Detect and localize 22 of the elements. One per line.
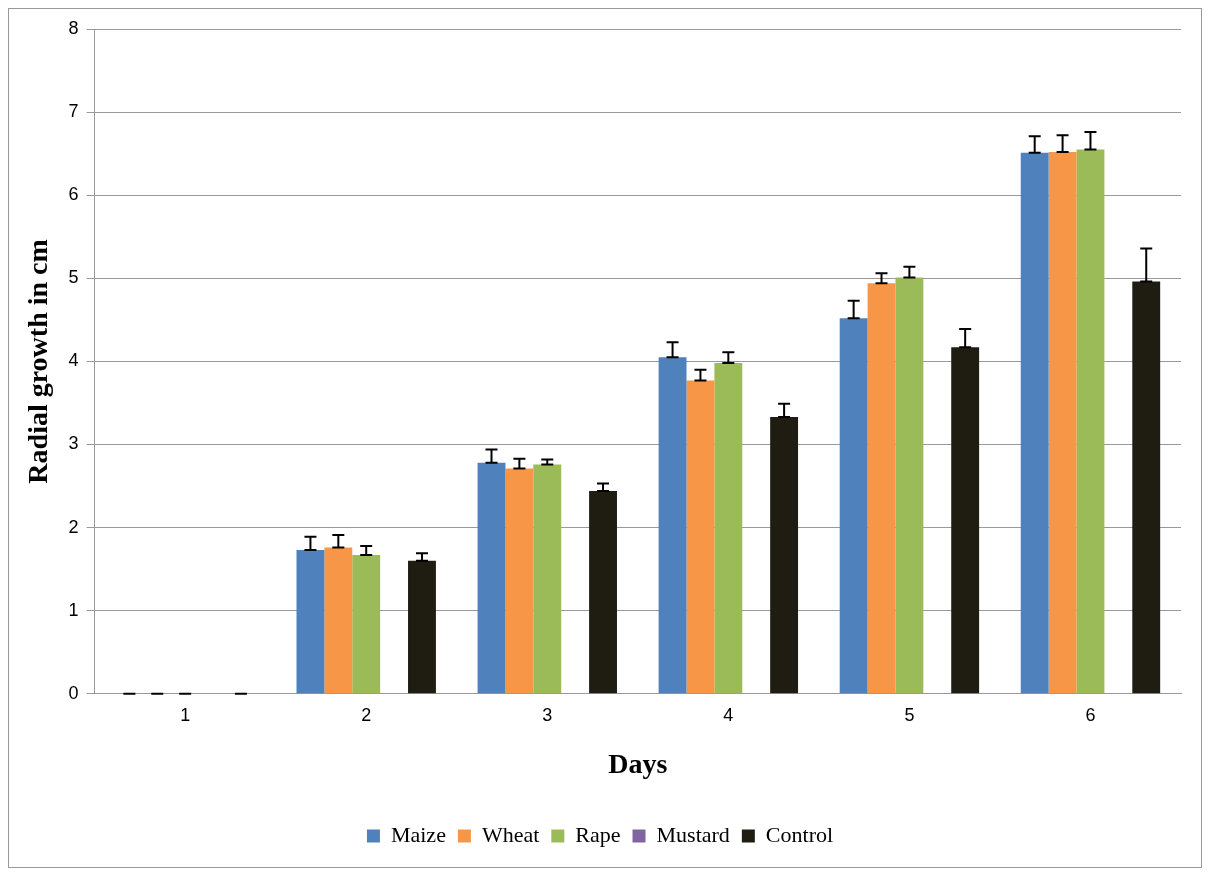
x-tick-label: 6 [1085, 704, 1096, 725]
legend-label: Maize [390, 821, 446, 847]
x-tick-label: 2 [361, 704, 372, 725]
y-tick-label: 7 [68, 101, 79, 122]
y-tick-label: 8 [68, 17, 79, 38]
x-tick-label: 1 [180, 704, 191, 725]
y-tick-label: 2 [68, 516, 79, 537]
y-tick-label: 6 [68, 184, 79, 205]
y-tick-label: 0 [68, 682, 79, 703]
y-tick-label: 1 [68, 599, 79, 620]
y-tick-label: 5 [68, 267, 79, 288]
x-tick-label: 4 [723, 704, 734, 725]
legend-label: Rape [575, 821, 621, 847]
x-axis-title: Days [608, 748, 668, 780]
legend-label: Control [765, 821, 834, 847]
x-tick-label: 3 [542, 704, 553, 725]
y-axis-title: Radial growth in cm [22, 239, 54, 484]
y-tick-label: 4 [68, 350, 79, 371]
legend-label: Wheat [481, 821, 540, 847]
legend-label: Mustard [656, 821, 730, 847]
y-tick-label: 3 [68, 433, 79, 454]
x-tick-label: 5 [904, 704, 915, 725]
